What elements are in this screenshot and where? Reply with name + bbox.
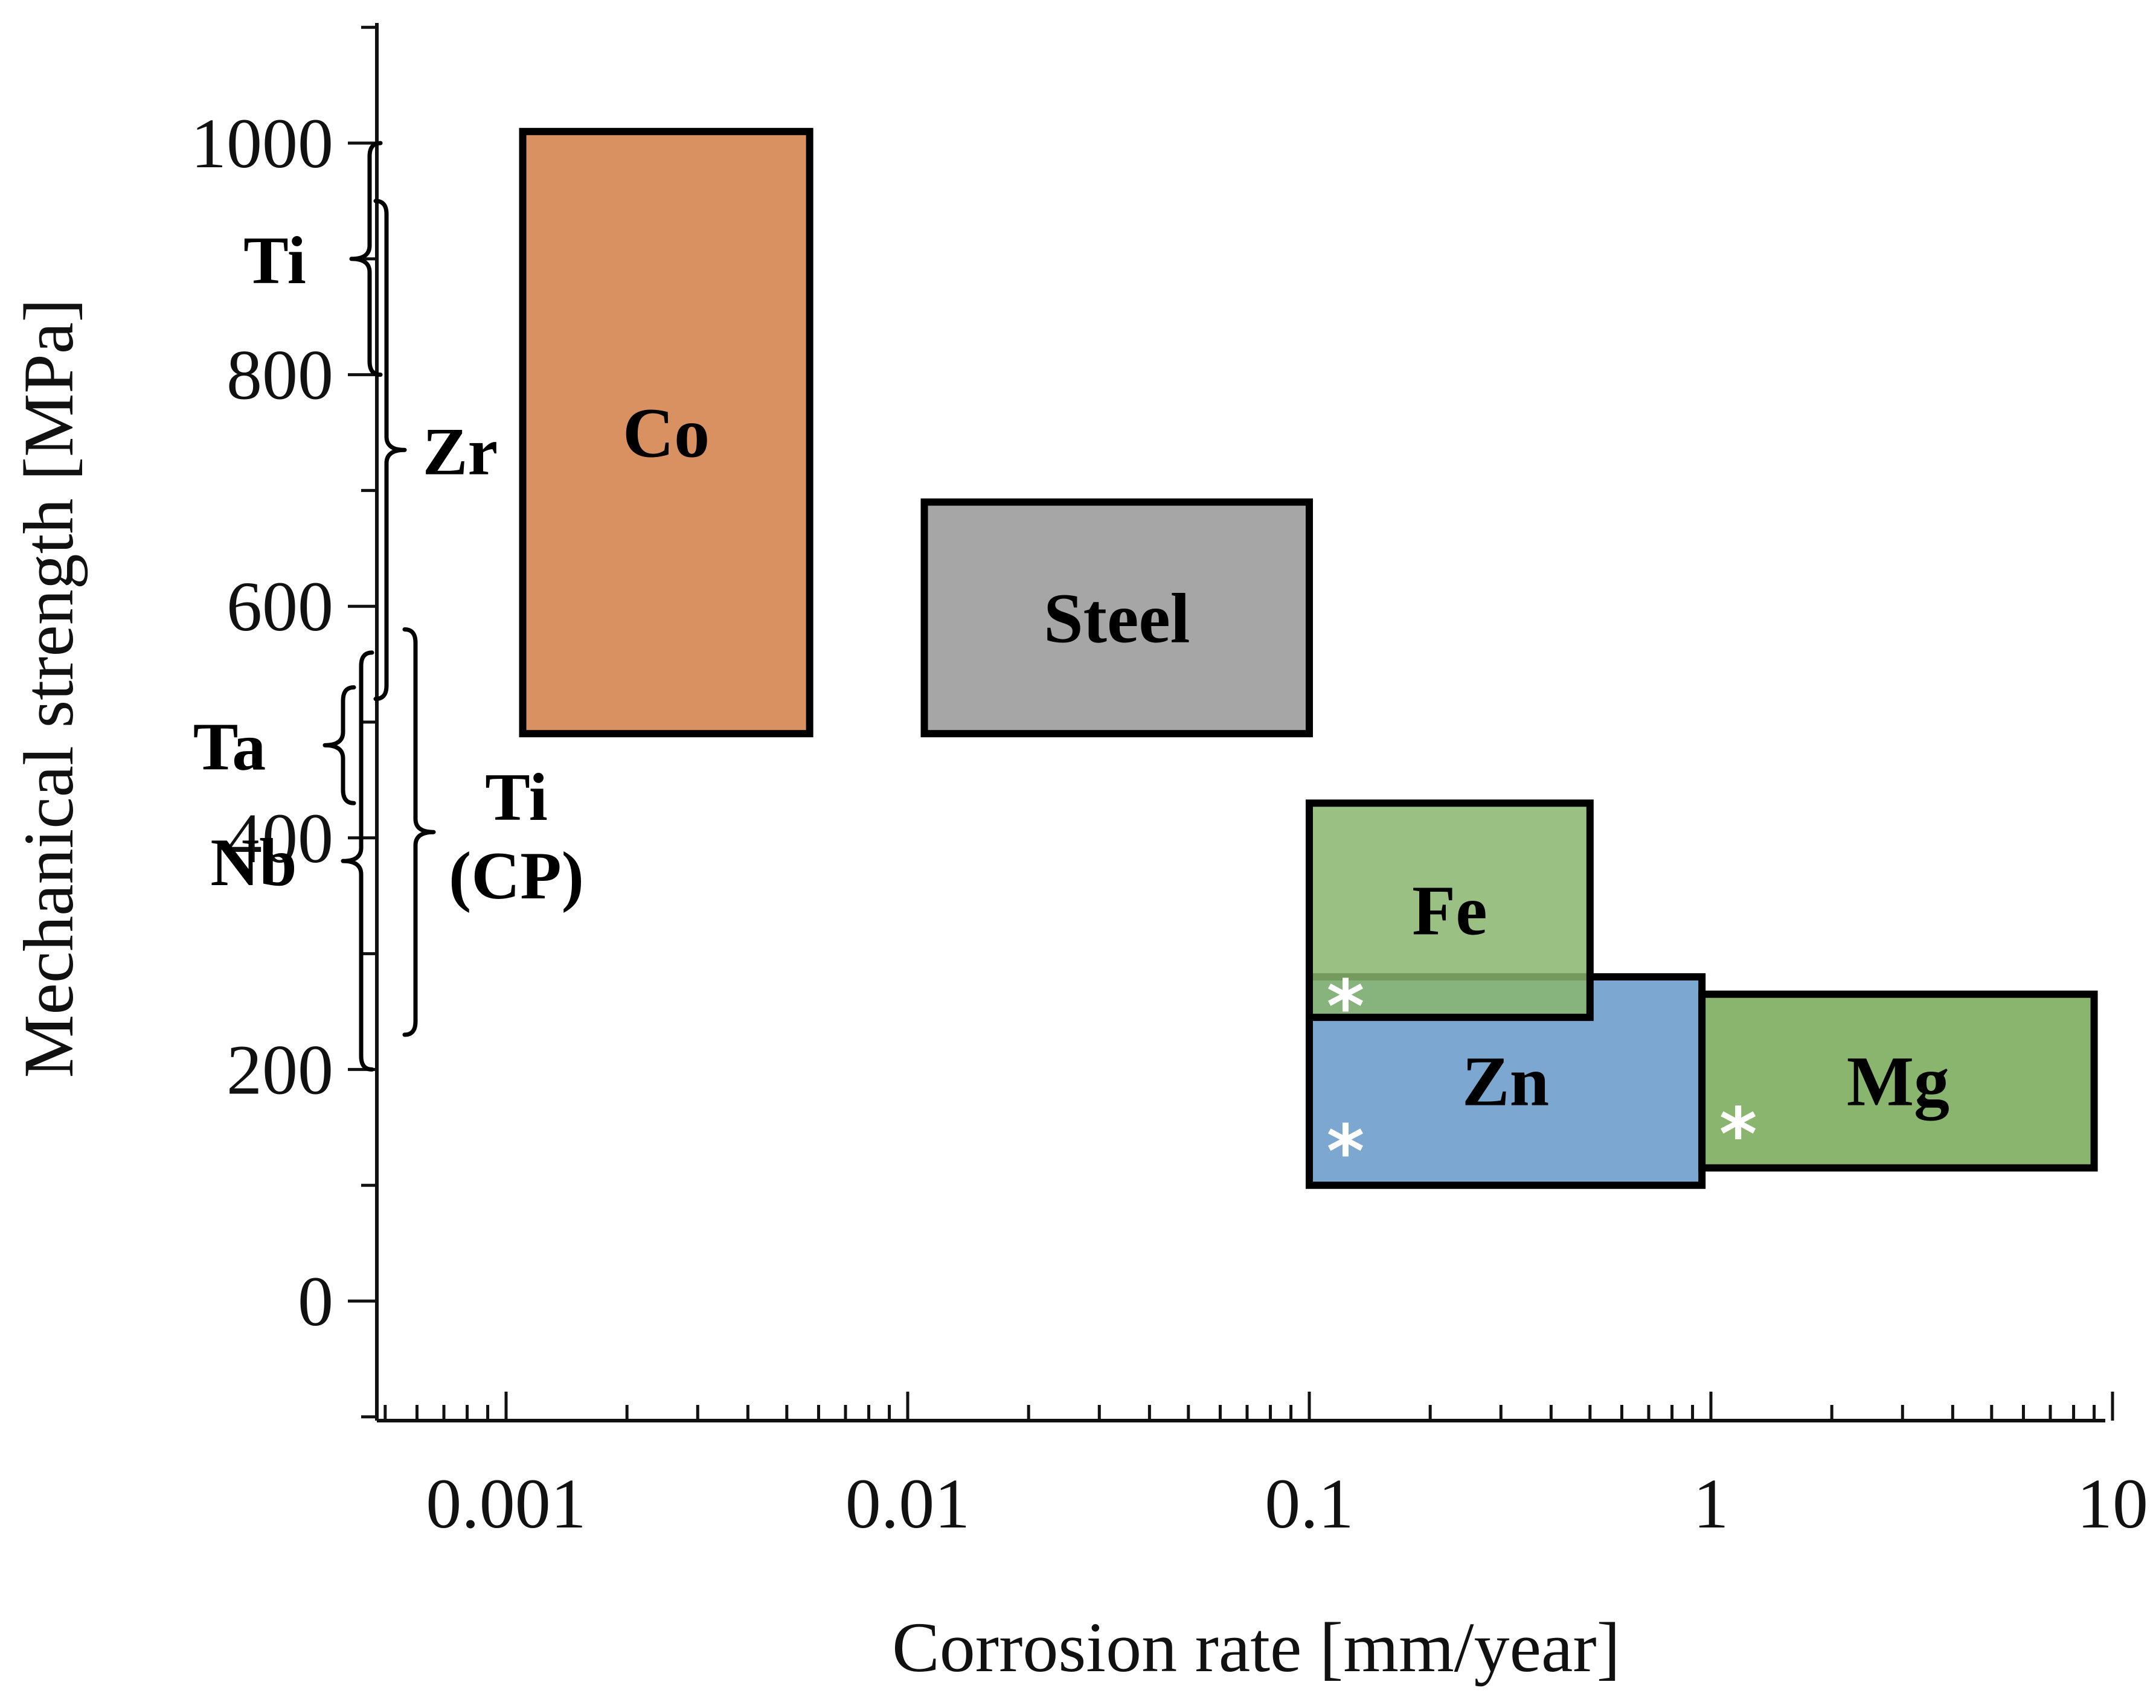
box-fe-rect [1306,799,1594,1022]
y-tick-label: 0 [298,1262,333,1341]
box-steel-label: Steel [1044,578,1190,657]
x-tick-label: 0.001 [426,1464,586,1543]
brace-nb: Nb [210,650,374,1072]
ticks: 0.001 0.01 0.1 1 10 0 200 400 600 800 1000 [191,25,2148,1543]
x-tick-label: 0.01 [845,1464,971,1543]
brace-nb-path [341,650,374,1072]
box-zn-label: Zn [1462,1042,1549,1121]
box-mg-label: Mg [1847,1042,1949,1121]
brace-ti-cp-path [402,627,436,1037]
box-fe-label: Fe [1412,871,1487,950]
box-fe-asterisk: * [1327,965,1365,1049]
brace-ti-cp-label: (CP) [449,839,584,913]
brace-ti-cp-label: Ti [485,760,548,835]
brace-ta-label: Ta [193,709,266,784]
box-co-rect [519,127,813,738]
brace-ti-path [349,141,383,377]
y-tick-label: 400 [226,799,333,878]
box-mg-asterisk: * [1719,1093,1757,1177]
box-mg-rect [1698,990,2098,1172]
box-co-label: Co [623,394,710,473]
y-tick-label: 1000 [191,104,333,183]
box-fe: Fe * [1306,799,1594,1049]
x-tick-label: 10 [2077,1464,2148,1543]
y-tick-label: 200 [226,1030,333,1109]
x-tick-label: 0.1 [1265,1464,1354,1543]
brace-ti-cp: Ti(CP) [402,627,584,1037]
y-tick-label: 600 [226,567,333,646]
brace-ti: Ti [243,141,383,377]
y-axis-title: Mechanical strength [MPa] [9,298,88,1078]
y-tick-label: 800 [226,336,333,415]
box-co: Co [519,127,813,738]
brace-ti-label: Ti [243,223,306,298]
brace-nb-label: Nb [210,825,297,900]
brace-zr: Zr [373,199,498,702]
x-axis-title: Corrosion rate [mm/year] [892,1608,1620,1687]
box-steel: Steel [920,498,1313,738]
brace-zr-label: Zr [423,414,498,489]
brace-ta-path [322,685,356,805]
box-mg: Mg * [1698,990,2098,1177]
brace-zr-path [373,199,407,702]
x-tick-label: 1 [1693,1464,1729,1543]
boxes: Co Steel Zn * Mg * Fe * [519,127,2098,1194]
box-steel-rect [920,498,1313,738]
box-zn-asterisk: * [1327,1110,1365,1194]
brace-ta: Ta [193,685,356,805]
